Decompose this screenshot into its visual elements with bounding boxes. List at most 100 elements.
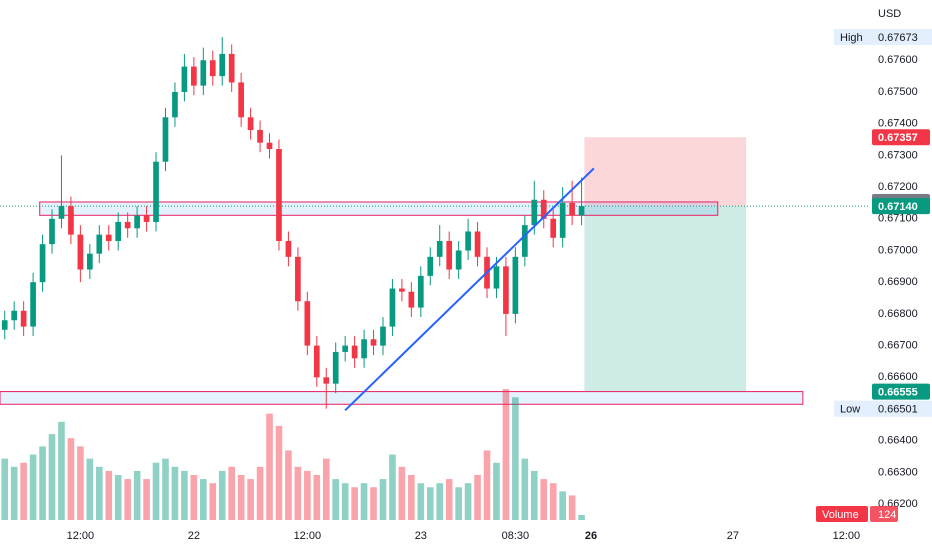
- y-tick-label: 0.67000: [878, 244, 918, 256]
- volume-bar: [77, 446, 84, 520]
- volume-bar: [124, 479, 131, 520]
- candle-body: [380, 326, 386, 346]
- zone: [39, 201, 719, 216]
- volume-value: 124: [878, 509, 896, 521]
- y-tick-label: 0.66900: [878, 276, 918, 288]
- volume-bar: [313, 475, 321, 520]
- candle-body: [455, 250, 462, 270]
- candle-body: [342, 345, 348, 352]
- candle-body: [87, 253, 93, 270]
- volume-bar: [20, 462, 27, 520]
- volume-bar: [445, 479, 453, 520]
- volume-bar: [29, 454, 37, 520]
- volume-bar: [341, 483, 349, 520]
- candle-body: [49, 218, 55, 245]
- price-badge: [872, 198, 930, 215]
- volume-bar: [200, 479, 207, 520]
- candle-body: [389, 288, 396, 327]
- volume-bar: [351, 487, 358, 520]
- candle-body: [427, 256, 434, 276]
- volume-bar: [143, 479, 150, 520]
- y-tick-label: 0.67500: [878, 86, 918, 98]
- volume-bar: [285, 450, 292, 520]
- candle-body: [153, 161, 159, 222]
- y-tick-label: 0.67400: [878, 118, 918, 130]
- volume-bar: [228, 466, 235, 520]
- low-badge: [834, 400, 932, 417]
- volume-bar: [95, 466, 103, 520]
- candle-body: [266, 142, 273, 150]
- price-badge-label: 0.67357: [878, 132, 918, 144]
- candle-body: [124, 221, 131, 229]
- volume-bar: [48, 434, 56, 520]
- high-badge: [834, 29, 932, 46]
- candle-body: [399, 288, 405, 292]
- candle-body: [209, 60, 216, 77]
- volume-bar: [568, 495, 576, 520]
- price-badge-label: 0.67140: [878, 201, 918, 213]
- candle-body: [20, 310, 27, 327]
- candle-body: [408, 291, 415, 308]
- volume-bar: [559, 491, 566, 520]
- y-tick-label: 0.67100: [878, 213, 918, 225]
- candle-body: [417, 275, 424, 308]
- volume-bar: [578, 514, 585, 520]
- candle-body: [162, 117, 169, 162]
- low-label: Low: [840, 404, 860, 416]
- volume-bar: [436, 483, 444, 520]
- volume-bar: [114, 475, 122, 520]
- volume-bar: [521, 458, 529, 520]
- candle-body: [115, 221, 122, 241]
- candle-body: [522, 225, 528, 257]
- volume-bar: [209, 483, 217, 520]
- candle-body: [1, 320, 8, 330]
- candle-body: [219, 53, 226, 77]
- volume-bar: [256, 466, 264, 520]
- y-tick-label: 0.66600: [878, 371, 918, 383]
- candle-body: [313, 345, 320, 378]
- x-tick-label: 22: [188, 530, 200, 542]
- candle-body: [295, 256, 301, 302]
- volume-bar: [152, 462, 160, 520]
- volume-bar: [540, 479, 548, 520]
- x-tick-label: 12:00: [294, 530, 322, 542]
- volume-bar: [237, 475, 245, 520]
- volume-bar: [502, 389, 510, 520]
- candle-body: [323, 377, 330, 384]
- candle-body: [465, 231, 471, 251]
- candle-body: [39, 244, 46, 283]
- candle-body: [105, 234, 112, 241]
- candle-body: [531, 199, 538, 226]
- candle-body: [134, 215, 140, 229]
- candle-body: [191, 66, 197, 86]
- volume-bar: [190, 475, 198, 520]
- volume-bar: [379, 479, 387, 520]
- volume-bar: [218, 470, 226, 520]
- volume-bar: [58, 421, 65, 520]
- volume-bar: [530, 470, 538, 520]
- high-value: 0.67673: [878, 32, 918, 44]
- volume-bar: [483, 450, 491, 520]
- volume-bar: [512, 397, 519, 520]
- y-tick-label: 0.67200: [878, 181, 918, 193]
- candle-body: [77, 234, 84, 270]
- y-tick-label: 0.66700: [878, 340, 918, 352]
- candle-body: [550, 218, 557, 238]
- candle-body: [474, 231, 481, 257]
- low-value: 0.66501: [878, 404, 918, 416]
- volume-bar: [133, 470, 141, 520]
- volume-bar: [1, 458, 9, 520]
- volume-bar: [493, 462, 500, 520]
- candle-body: [68, 206, 74, 235]
- trendline: [344, 167, 595, 412]
- volume-bar: [105, 470, 113, 520]
- candle-body: [512, 256, 519, 314]
- volume-bar: [294, 466, 302, 520]
- x-tick-label: 12:00: [833, 530, 861, 542]
- volume-bar: [39, 446, 46, 520]
- candle-body: [238, 82, 244, 118]
- volume-bar: [181, 470, 188, 520]
- volume-bar: [370, 487, 377, 520]
